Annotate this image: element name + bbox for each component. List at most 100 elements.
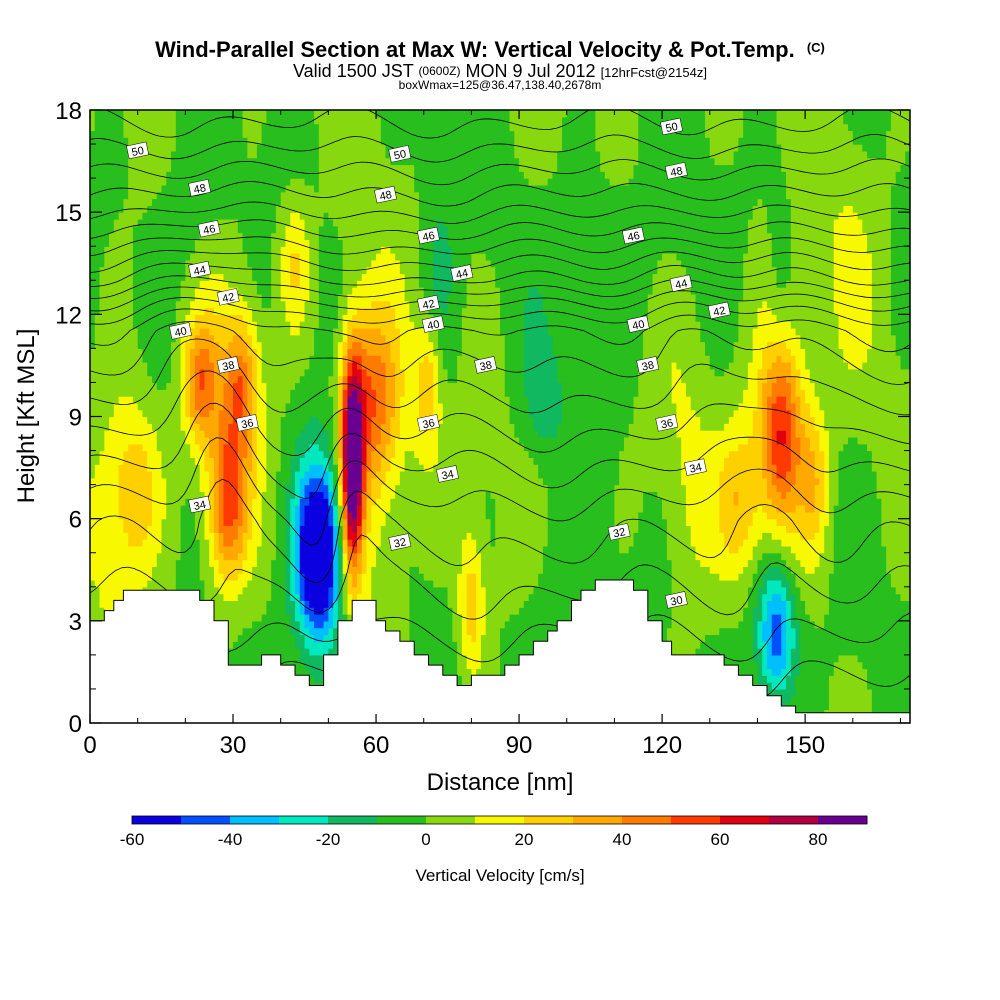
w-cell [523, 593, 530, 601]
w-cell [871, 634, 878, 642]
w-cell [852, 552, 859, 561]
w-cell [519, 573, 525, 581]
w-cell [838, 593, 844, 601]
w-cell [523, 607, 530, 615]
w-cell [452, 661, 458, 670]
w-cell [862, 614, 868, 622]
w-cell [848, 566, 854, 574]
w-cell [442, 573, 449, 581]
w-cell [523, 614, 530, 622]
w-cell [781, 586, 787, 595]
w-cell [652, 566, 658, 574]
w-cell [423, 634, 430, 642]
w-cell [886, 545, 892, 554]
w-cell [99, 552, 105, 561]
w-cell [871, 682, 878, 690]
w-cell [271, 552, 277, 561]
w-cell [781, 614, 787, 622]
w-cell [480, 620, 487, 629]
w-cell [852, 627, 859, 636]
w-cell [290, 634, 296, 642]
w-cell [838, 559, 844, 567]
w-cell [171, 559, 177, 567]
w-cell [685, 600, 692, 608]
w-cell [828, 648, 835, 656]
w-cell [724, 648, 730, 656]
w-cell [385, 545, 391, 554]
w-cell [843, 586, 849, 595]
w-cell [314, 648, 320, 656]
w-cell [905, 573, 910, 581]
w-cell [390, 532, 396, 540]
w-cell [676, 552, 682, 561]
w-cell [442, 620, 449, 629]
w-cell [738, 648, 744, 656]
w-cell [700, 620, 706, 629]
w-cell [747, 668, 754, 676]
w-cell [576, 539, 582, 547]
w-cell [275, 573, 282, 581]
w-cell [814, 573, 821, 581]
w-cell [314, 675, 320, 683]
w-cell [790, 573, 797, 581]
w-cell [466, 614, 472, 622]
w-cell [461, 620, 468, 629]
w-cell [109, 525, 115, 533]
w-cell [633, 559, 639, 567]
w-cell [747, 559, 754, 567]
w-cell [380, 586, 387, 595]
w-cell [566, 586, 573, 595]
w-cell [657, 525, 663, 533]
w-cell [504, 545, 511, 554]
w-cell [786, 600, 792, 608]
w-cell [871, 695, 878, 704]
w-cell [90, 566, 96, 574]
w-cell [747, 545, 754, 554]
w-cell [685, 566, 692, 574]
w-cell [323, 539, 329, 547]
w-cell [528, 607, 534, 615]
w-cell [514, 634, 520, 642]
w-cell [809, 682, 816, 690]
w-cell [724, 573, 730, 581]
w-cell [838, 566, 844, 574]
w-cell [776, 627, 782, 636]
w-cell [738, 668, 744, 676]
w-cell [356, 573, 363, 581]
w-cell [886, 634, 892, 642]
w-cell [323, 620, 329, 629]
w-cell [199, 545, 206, 554]
w-cell [171, 552, 177, 561]
w-cell [528, 525, 534, 533]
w-cell [252, 634, 258, 642]
w-cell [757, 525, 763, 533]
w-cell [156, 532, 163, 540]
w-cell [314, 586, 320, 595]
w-cell [795, 607, 801, 615]
w-cell [380, 566, 387, 574]
w-cell [252, 620, 258, 629]
w-cell [900, 579, 906, 588]
w-cell [500, 559, 506, 567]
w-cell [423, 579, 430, 588]
w-cell [714, 648, 720, 656]
w-cell [452, 620, 458, 629]
w-cell [452, 641, 458, 649]
w-cell [409, 634, 415, 642]
w-cell [433, 614, 439, 622]
w-cell [452, 600, 458, 608]
w-cell [800, 668, 806, 676]
w-cell [795, 532, 801, 540]
w-cell [557, 579, 563, 588]
w-cell [333, 600, 339, 608]
w-cell [843, 661, 849, 670]
w-cell [657, 545, 663, 554]
w-cell [800, 545, 806, 554]
w-cell [509, 532, 515, 540]
w-cell [261, 552, 267, 561]
w-cell [676, 586, 682, 595]
w-cell [423, 620, 430, 629]
w-cell [905, 641, 910, 649]
w-cell [743, 607, 749, 615]
w-cell [790, 682, 797, 690]
